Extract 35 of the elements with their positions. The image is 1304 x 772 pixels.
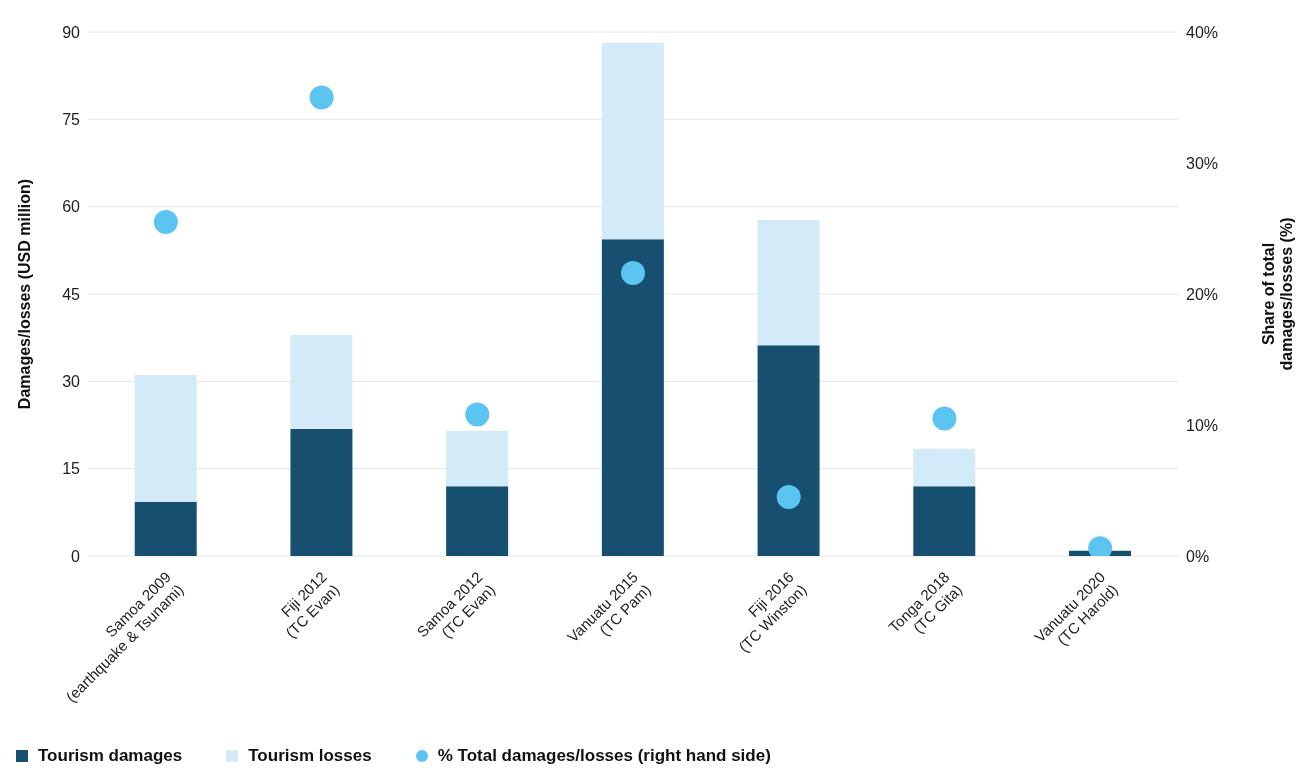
y2-tick-label: 0% [1186,547,1210,565]
y-tick-label: 60 [62,198,81,216]
bar [290,429,353,556]
y-tick-label: 15 [62,460,81,478]
y2-tick-label: 10% [1186,416,1219,434]
y-tick-label: 30 [62,373,81,391]
y2-axis-title: Share of total damages/losses (%) [1260,217,1295,371]
bar [913,448,976,487]
y-tick-label: 45 [62,285,81,303]
legend-label: % Total damages/losses (right hand side) [437,746,771,766]
bar [446,486,509,556]
legend-label: Tourism damages [38,746,183,766]
y2-tick-label: 20% [1186,285,1219,303]
bar [601,239,664,556]
point [621,261,645,286]
bar [134,501,197,556]
point [932,406,957,431]
bar [913,486,976,556]
point [153,209,178,234]
bar [757,220,820,346]
bar [290,334,353,430]
point [309,85,334,110]
y-tick-label: 0 [71,547,81,565]
point [465,402,490,427]
bar [134,374,197,502]
point [776,485,801,510]
bar [757,345,820,556]
y2-tick-label: 30% [1186,154,1219,172]
y-tick-label: 75 [62,111,81,129]
legend-label: Tourism losses [248,746,372,766]
y2-tick-label: 40% [1186,23,1219,41]
bar [601,43,664,240]
y-tick-label: 90 [62,23,81,41]
bar [446,430,509,487]
y-axis-title: Damages/losses (USD million) [16,178,33,410]
